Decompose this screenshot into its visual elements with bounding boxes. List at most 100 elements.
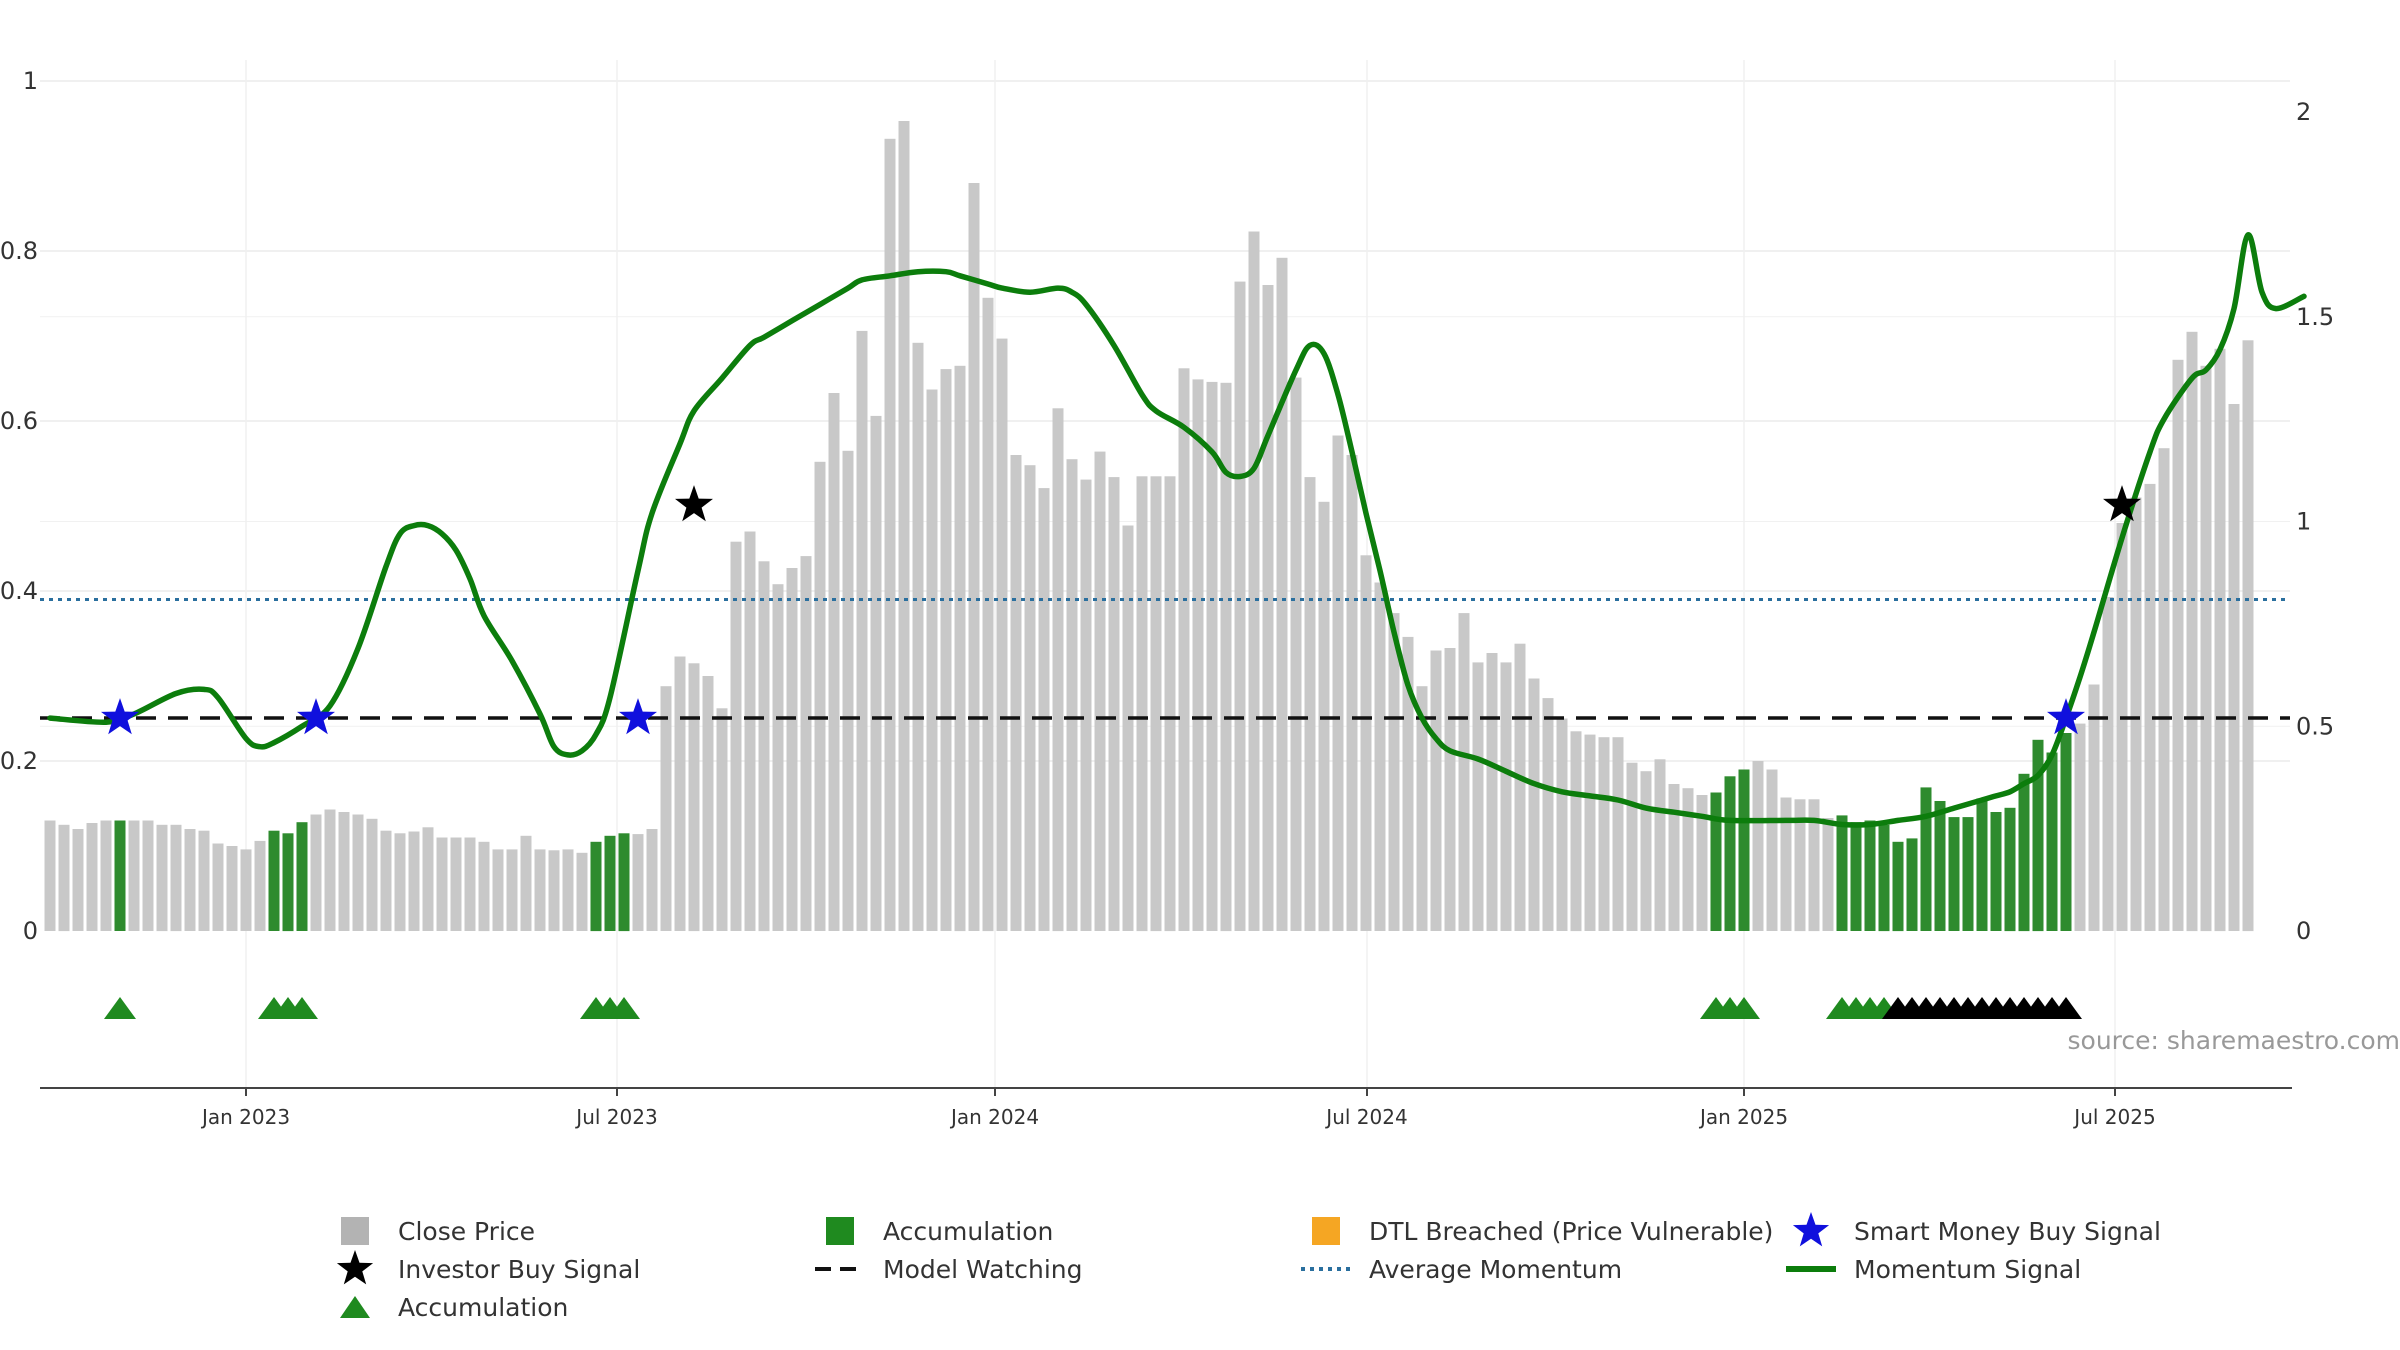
price-bar	[352, 814, 364, 931]
price-bar	[1374, 582, 1386, 931]
accumulation-bar	[1990, 812, 2002, 931]
price-bar	[898, 121, 910, 931]
price-bar	[1332, 435, 1344, 931]
accumulation-bar	[1864, 820, 1876, 931]
x-tick-label: Jan 2024	[949, 1105, 1039, 1129]
price-bar	[58, 824, 70, 932]
price-bar	[2102, 597, 2114, 931]
price-bar	[996, 338, 1008, 932]
close-price-bars	[44, 121, 2254, 932]
price-bar	[408, 831, 420, 931]
right-tick-label: 2	[2296, 98, 2311, 126]
price-bar	[2144, 483, 2156, 931]
price-bar	[968, 183, 980, 931]
price-bar	[1570, 731, 1582, 932]
price-bar	[1346, 455, 1358, 931]
price-bar	[1472, 662, 1484, 931]
price-bar	[548, 850, 560, 932]
left-tick-label: 0.4	[0, 577, 38, 605]
price-bar	[856, 330, 868, 931]
price-bar	[716, 708, 728, 931]
price-bar	[800, 556, 812, 931]
accumulation-bar	[1850, 822, 1862, 931]
signal-stars	[101, 485, 2141, 735]
legend-item-accumulation-bar: Accumulation	[815, 1212, 1053, 1250]
price-bar	[2172, 359, 2184, 931]
price-bar	[478, 841, 490, 932]
price-bar	[1178, 368, 1190, 931]
price-bar	[1556, 718, 1568, 931]
legend-label: Accumulation	[398, 1292, 569, 1322]
left-tick-label: 0.8	[0, 237, 38, 265]
accumulation-bar	[1906, 838, 1918, 931]
left-tick-label: 0.6	[0, 407, 38, 435]
accumulation-bar	[1892, 841, 1904, 932]
accumulation-bar	[1948, 817, 1960, 931]
price-bar	[1528, 678, 1540, 931]
legend-label: DTL Breached (Price Vulnerable)	[1369, 1216, 1774, 1246]
price-bar	[1290, 377, 1302, 932]
line-icon	[1786, 1250, 1836, 1288]
price-bar	[632, 834, 644, 931]
price-bar	[1150, 476, 1162, 932]
accumulation-bar	[1878, 824, 1890, 932]
price-bar	[1514, 643, 1526, 931]
price-bar	[2158, 448, 2170, 931]
left-tick-label: 0.2	[0, 747, 38, 775]
reference-lines	[40, 598, 2290, 720]
square-icon	[815, 1212, 865, 1250]
price-bar	[422, 827, 434, 931]
price-bar	[940, 369, 952, 932]
price-bar	[240, 849, 252, 931]
accumulation-bar	[604, 835, 616, 931]
price-bar	[464, 837, 476, 931]
right-axis-ticks: 0 0.5 1 1.5 2	[2296, 98, 2334, 945]
legend-label: Accumulation	[883, 1216, 1054, 1246]
price-bar	[1626, 762, 1638, 931]
x-tick-label: Jul 2023	[574, 1105, 657, 1129]
price-bar	[1122, 525, 1134, 931]
accumulation-triangle	[104, 997, 136, 1019]
price-bar	[1640, 771, 1652, 931]
price-bar	[128, 820, 140, 931]
price-bar	[562, 849, 574, 931]
price-bar	[142, 820, 154, 931]
price-bar	[646, 829, 658, 931]
price-bar	[1402, 636, 1414, 931]
price-bar	[1052, 408, 1064, 932]
price-bar	[926, 389, 938, 931]
accumulation-bar	[2060, 733, 2072, 931]
price-bar	[1220, 382, 1232, 932]
accumulation-bar	[1738, 769, 1750, 931]
price-bar	[44, 820, 56, 931]
price-bar	[506, 849, 518, 931]
accumulation-bar	[296, 822, 308, 931]
star-icon	[1786, 1212, 1836, 1250]
right-tick-label: 1	[2296, 508, 2311, 536]
price-bar	[2200, 365, 2212, 932]
legend-label: Close Price	[398, 1216, 536, 1246]
price-bar	[688, 663, 700, 932]
price-bar	[954, 365, 966, 932]
price-bar	[828, 393, 840, 931]
price-bar	[1458, 613, 1470, 931]
x-axis-ticks: Jan 2023 Jul 2023 Jan 2024 Jul 2024 Jan 2025…	[200, 1105, 2156, 1129]
price-bar	[1248, 231, 1260, 931]
legend-item-dtl-breached: DTL Breached (Price Vulnerable)	[1301, 1212, 1773, 1250]
price-bar	[1430, 650, 1442, 931]
price-bar	[1066, 459, 1078, 931]
smart-money-star	[101, 698, 139, 735]
investor-buy-star	[675, 485, 713, 522]
price-bar	[1794, 799, 1806, 932]
price-bar	[534, 849, 546, 931]
price-bar	[520, 835, 532, 931]
price-bar	[1080, 479, 1092, 931]
legend-label: Model Watching	[883, 1254, 1083, 1284]
price-bar	[870, 415, 882, 931]
legend-label: Average Momentum	[1369, 1254, 1623, 1284]
price-bar	[72, 829, 84, 931]
accumulation-bar	[268, 830, 280, 931]
star-icon	[330, 1250, 380, 1288]
price-bar	[2186, 331, 2198, 932]
x-tick-label: Jan 2025	[1698, 1105, 1788, 1129]
